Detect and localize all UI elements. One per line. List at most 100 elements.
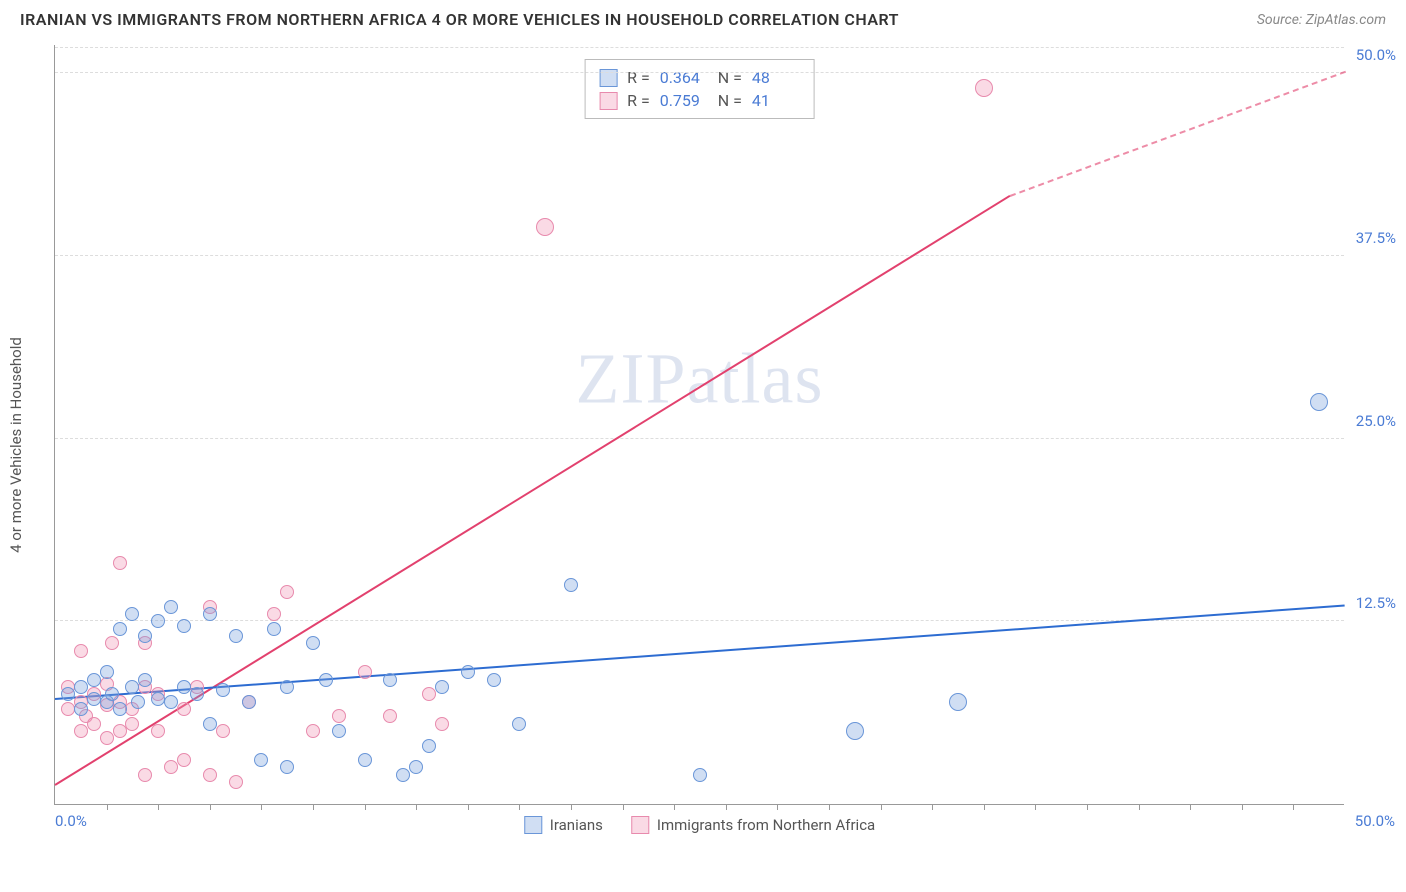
y-tick-label: 37.5% — [1356, 229, 1396, 247]
data-point-series-a — [306, 636, 320, 650]
data-point-series-a — [113, 702, 127, 716]
data-point-series-b — [164, 760, 178, 774]
x-tick — [1242, 804, 1243, 810]
data-point-series-b — [177, 702, 191, 716]
chart-area: 4 or more Vehicles in Household ZIPatlas… — [0, 35, 1406, 855]
data-point-series-a — [100, 665, 114, 679]
stat-n-label: N = — [718, 91, 742, 110]
x-tick — [984, 804, 985, 810]
data-point-series-a — [105, 687, 119, 701]
stat-n-label: N = — [718, 68, 742, 87]
gridline — [55, 72, 1344, 73]
stat-r-label: R = — [627, 68, 650, 87]
stats-legend-box: R =0.364N =48R =0.759N =41 — [584, 59, 815, 119]
data-point-series-a — [254, 753, 268, 767]
x-tick — [623, 804, 624, 810]
watermark: ZIPatlas — [576, 337, 824, 420]
data-point-series-a — [74, 702, 88, 716]
x-tick — [313, 804, 314, 810]
data-point-series-a — [138, 629, 152, 643]
data-point-series-b — [216, 724, 230, 738]
data-point-series-b — [422, 687, 436, 701]
x-tick — [674, 804, 675, 810]
data-point-series-a — [131, 695, 145, 709]
data-point-series-a — [87, 692, 101, 706]
x-tick-label: 0.0% — [55, 812, 87, 830]
y-tick-label: 12.5% — [1356, 594, 1396, 612]
x-tick — [932, 804, 933, 810]
legend-swatch — [631, 816, 649, 834]
data-point-series-a — [846, 722, 864, 740]
data-point-series-a — [564, 578, 578, 592]
data-point-series-a — [358, 753, 372, 767]
data-point-series-b — [125, 717, 139, 731]
stats-row: R =0.364N =48 — [599, 66, 800, 89]
stat-r-value: 0.759 — [660, 91, 708, 110]
stat-r-label: R = — [627, 91, 650, 110]
gridline — [55, 255, 1344, 256]
source-credit: Source: ZipAtlas.com — [1257, 12, 1386, 28]
x-tick — [416, 804, 417, 810]
legend-item: Iranians — [524, 816, 603, 834]
data-point-series-b — [138, 768, 152, 782]
x-tick — [881, 804, 882, 810]
data-point-series-a — [280, 680, 294, 694]
data-point-series-a — [138, 673, 152, 687]
data-point-series-a — [242, 695, 256, 709]
x-tick — [1035, 804, 1036, 810]
data-point-series-b — [536, 218, 554, 236]
data-point-series-a — [164, 600, 178, 614]
stats-row: R = 0.759 N = 41 — [599, 89, 800, 112]
data-point-series-a — [319, 673, 333, 687]
data-point-series-a — [151, 692, 165, 706]
stat-n-value: 41 — [752, 91, 800, 110]
y-tick-label: 25.0% — [1356, 412, 1396, 430]
data-point-series-a — [61, 687, 75, 701]
x-tick — [571, 804, 572, 810]
x-tick — [777, 804, 778, 810]
data-point-series-b — [113, 724, 127, 738]
y-tick-label: 50.0% — [1356, 46, 1396, 64]
data-point-series-b — [203, 768, 217, 782]
data-point-series-b — [435, 717, 449, 731]
scatter-plot: ZIPatlas R =0.364N =48R =0.759N =41 Iran… — [54, 45, 1344, 805]
legend-swatch — [599, 92, 617, 110]
data-point-series-a — [461, 665, 475, 679]
gridline — [55, 47, 1344, 48]
x-tick — [1087, 804, 1088, 810]
data-point-series-a — [693, 768, 707, 782]
data-point-series-b — [61, 702, 75, 716]
x-tick — [107, 804, 108, 810]
data-point-series-a — [203, 607, 217, 621]
x-tick — [210, 804, 211, 810]
y-axis-label: 4 or more Vehicles in Household — [7, 337, 25, 553]
data-point-series-a — [332, 724, 346, 738]
data-point-series-a — [203, 717, 217, 731]
data-point-series-a — [267, 622, 281, 636]
data-point-series-a — [280, 760, 294, 774]
data-point-series-a — [113, 622, 127, 636]
data-point-series-a — [435, 680, 449, 694]
data-point-series-b — [267, 607, 281, 621]
data-point-series-b — [358, 665, 372, 679]
data-point-series-a — [164, 695, 178, 709]
x-tick — [726, 804, 727, 810]
data-point-series-a — [125, 607, 139, 621]
data-point-series-a — [409, 760, 423, 774]
legend-swatch — [599, 69, 617, 87]
data-point-series-b — [113, 556, 127, 570]
data-point-series-a — [125, 680, 139, 694]
data-point-series-a — [949, 693, 967, 711]
x-tick — [261, 804, 262, 810]
gridline — [55, 438, 1344, 439]
legend-label: Immigrants from Northern Africa — [657, 816, 875, 834]
data-point-series-a — [229, 629, 243, 643]
data-point-series-b — [100, 731, 114, 745]
data-point-series-b — [306, 724, 320, 738]
data-point-series-a — [1310, 393, 1328, 411]
legend-label: Iranians — [550, 816, 603, 834]
data-point-series-a — [190, 687, 204, 701]
stat-n-value: 48 — [752, 68, 800, 87]
x-tick — [365, 804, 366, 810]
x-tick-label: 50.0% — [1355, 812, 1395, 830]
